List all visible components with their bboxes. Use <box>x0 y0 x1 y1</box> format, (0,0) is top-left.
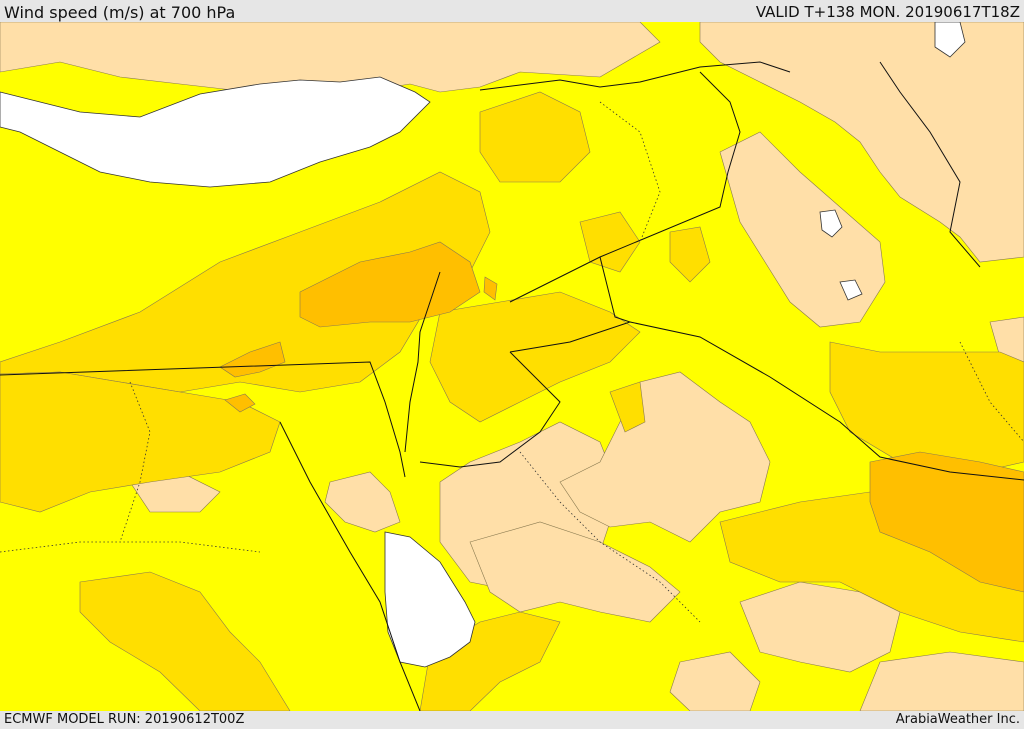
peach-turkey <box>0 22 661 98</box>
border-iran-iraq <box>879 61 981 268</box>
dotted-egypt <box>119 381 151 543</box>
map-title: Wind speed (m/s) at 700 hPa <box>4 3 236 22</box>
border-iraq-saudi <box>629 321 1024 481</box>
footer-bar <box>0 711 1024 729</box>
model-run-label: ECMWF MODEL RUN: 20190612T00Z <box>4 712 245 727</box>
border-israel <box>404 271 441 453</box>
water-bodies <box>0 22 966 668</box>
light-orange-iraq-blob <box>669 226 711 283</box>
peach-northeast <box>699 22 1024 263</box>
orange-small-2 <box>483 276 498 301</box>
light-orange-syria-desert <box>579 211 641 273</box>
border-turkey-syria <box>479 61 791 91</box>
border-sudan-south <box>279 421 421 711</box>
peach-south-right <box>859 651 1024 711</box>
lake-east-1 <box>819 209 843 238</box>
peach-southeast <box>739 581 901 673</box>
orange-small-1 <box>224 393 256 413</box>
dotted-iraq <box>599 101 661 243</box>
header-bar <box>0 0 1024 22</box>
wind-field-orange <box>219 241 1024 593</box>
light-orange-saudi-blob <box>609 381 646 433</box>
wind-speed-map <box>0 22 1024 711</box>
peach-arabia-south <box>469 521 681 623</box>
orange-egypt-spot <box>219 341 286 378</box>
light-orange-east <box>829 341 1024 473</box>
valid-time-label: VALID T+138 MON. 20190617T18Z <box>755 3 1020 21</box>
peach-right-edge <box>989 316 1024 363</box>
light-orange-syria <box>479 91 591 183</box>
wind-field-peach <box>0 22 1024 711</box>
mediterranean-sea <box>0 76 431 188</box>
orange-levant-core <box>299 241 481 328</box>
light-orange-south-sudan <box>419 611 561 711</box>
light-orange-jordan <box>429 291 641 423</box>
caspian-edge <box>934 22 966 58</box>
country-borders <box>0 61 1024 711</box>
wind-field-light-orange <box>0 91 1024 711</box>
border-saudi-north <box>419 351 561 468</box>
peach-sudan <box>669 651 761 711</box>
lake-east-2 <box>839 279 863 301</box>
light-orange-africa <box>79 571 291 711</box>
border-egypt-sudan <box>0 361 406 478</box>
peach-east-lobe <box>719 131 886 328</box>
credit-label: ArabiaWeather Inc. <box>895 712 1020 727</box>
dotted-africa <box>0 541 261 553</box>
peach-arabia-center <box>559 371 771 543</box>
orange-east-core <box>869 451 1024 593</box>
peach-sinai <box>324 471 401 533</box>
dotted-saudi <box>519 451 701 623</box>
light-orange-egypt-west <box>0 371 281 513</box>
internal-boundaries <box>0 101 1024 623</box>
